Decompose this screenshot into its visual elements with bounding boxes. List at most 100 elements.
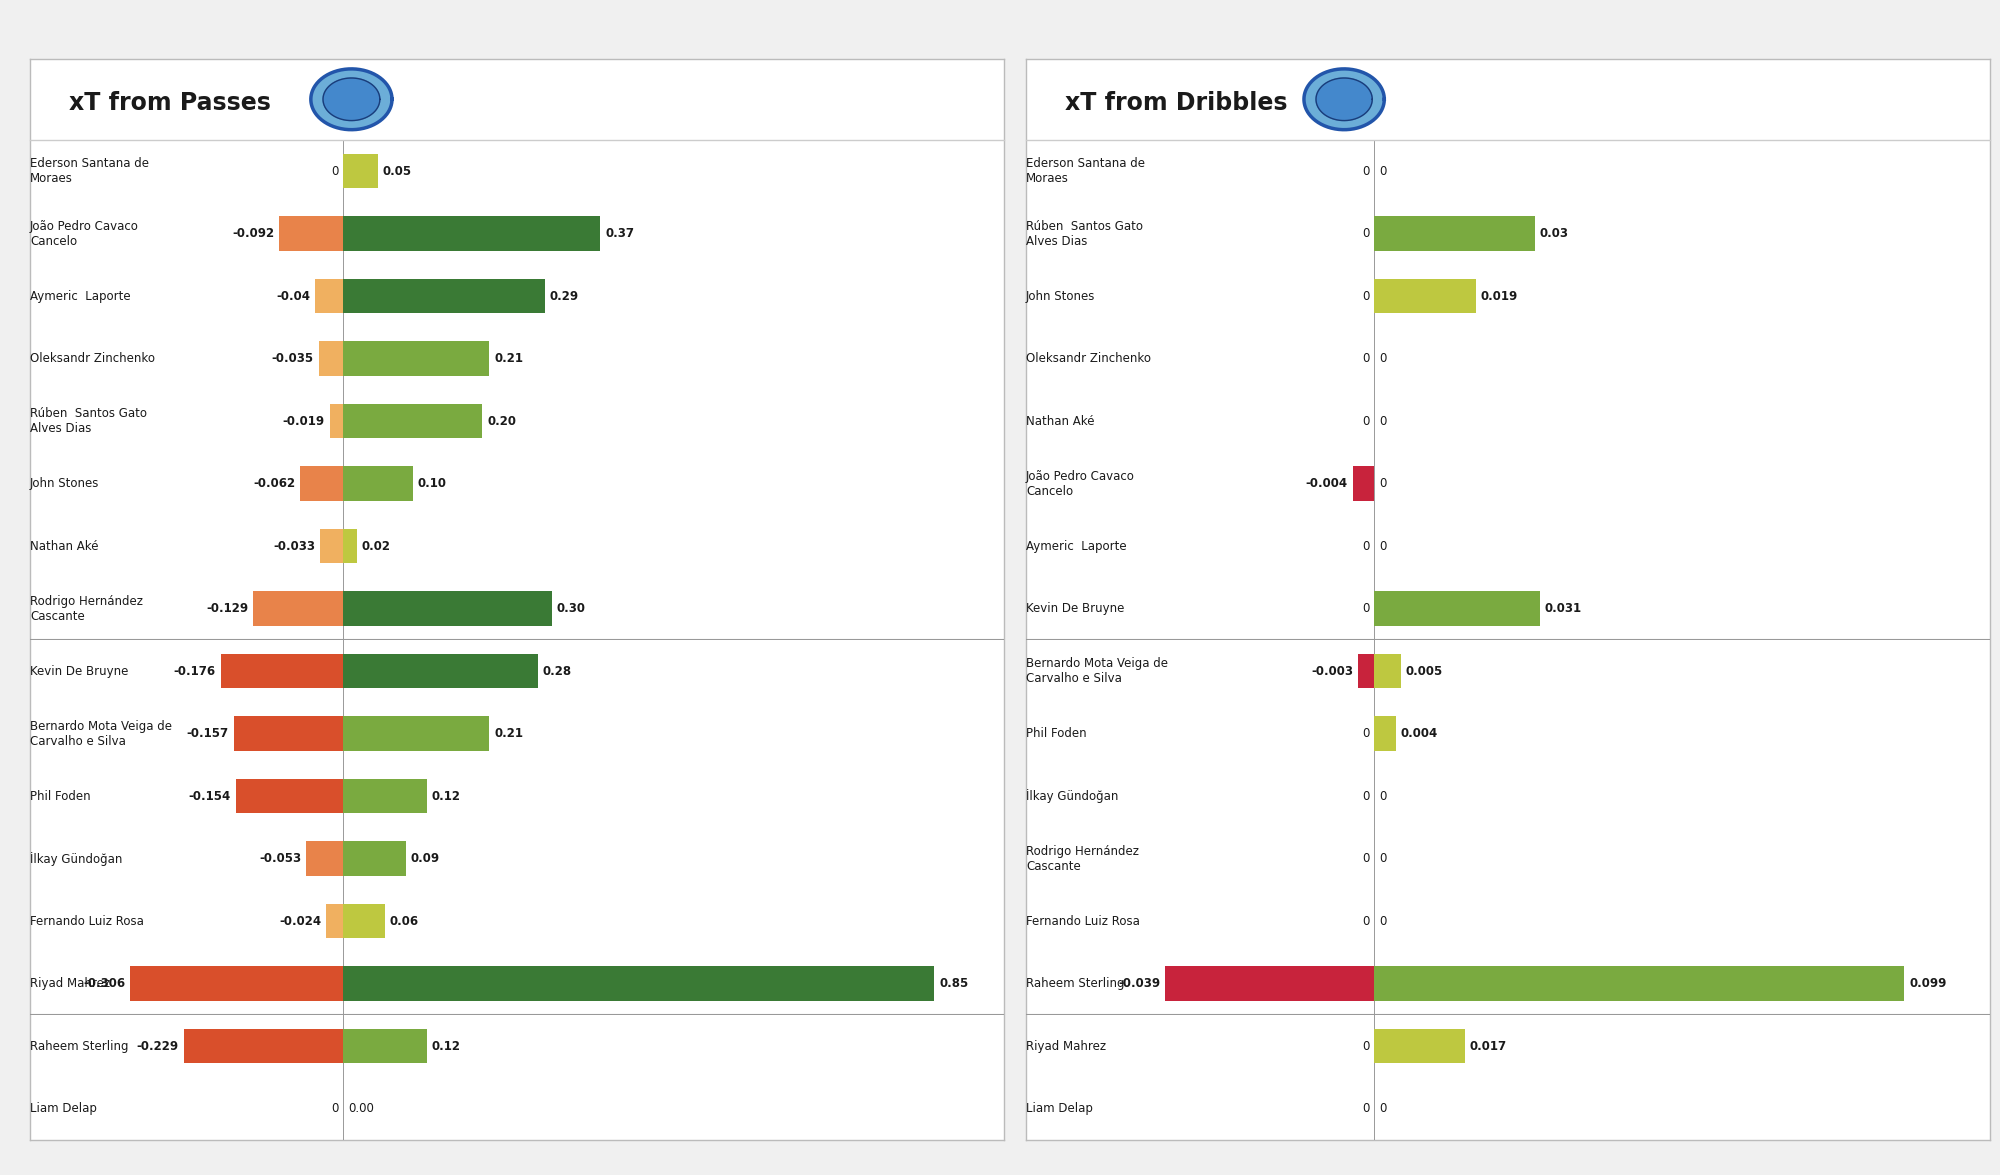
- Text: Phil Foden: Phil Foden: [30, 790, 90, 803]
- Text: -0.004: -0.004: [1306, 477, 1348, 490]
- Text: 0: 0: [1362, 415, 1370, 428]
- Text: 0.28: 0.28: [542, 665, 572, 678]
- Text: 0: 0: [330, 1102, 338, 1115]
- Text: 0: 0: [1362, 352, 1370, 365]
- Text: xT from Dribbles: xT from Dribbles: [1064, 92, 1288, 115]
- Bar: [316, 278, 344, 314]
- Text: 0.09: 0.09: [410, 852, 440, 865]
- Text: 0: 0: [1378, 165, 1386, 177]
- Text: -0.053: -0.053: [260, 852, 302, 865]
- Text: -0.092: -0.092: [232, 227, 274, 240]
- Bar: [344, 529, 356, 563]
- Text: 0.85: 0.85: [940, 976, 968, 991]
- Text: Liam Delap: Liam Delap: [1026, 1102, 1092, 1115]
- Text: Raheem Sterling: Raheem Sterling: [1026, 976, 1124, 991]
- Text: 0: 0: [1362, 790, 1370, 803]
- Text: 0.21: 0.21: [494, 727, 524, 740]
- Text: Phil Foden: Phil Foden: [1026, 727, 1086, 740]
- Text: -0.04: -0.04: [276, 289, 310, 303]
- Text: Bernardo Mota Veiga de
Carvalho e Silva: Bernardo Mota Veiga de Carvalho e Silva: [30, 719, 172, 747]
- Text: 0.00: 0.00: [348, 1102, 374, 1115]
- Text: 0.20: 0.20: [488, 415, 516, 428]
- Text: Rúben  Santos Gato
Alves Dias: Rúben Santos Gato Alves Dias: [30, 407, 148, 435]
- Text: Nathan Aké: Nathan Aké: [1026, 415, 1094, 428]
- Text: 0.019: 0.019: [1480, 289, 1518, 303]
- Text: 0.03: 0.03: [1540, 227, 1568, 240]
- Text: -0.039: -0.039: [1118, 976, 1160, 991]
- Text: -0.024: -0.024: [280, 914, 322, 927]
- Text: 0.29: 0.29: [550, 289, 578, 303]
- Text: 0: 0: [1378, 852, 1386, 865]
- Bar: [344, 779, 426, 813]
- Text: 0: 0: [1362, 1102, 1370, 1115]
- Bar: [330, 404, 344, 438]
- Text: 0.05: 0.05: [382, 165, 412, 177]
- Text: Ederson Santana de
Moraes: Ederson Santana de Moraes: [30, 157, 148, 186]
- Text: 0.02: 0.02: [362, 539, 390, 552]
- Text: -0.154: -0.154: [188, 790, 232, 803]
- Text: -0.062: -0.062: [252, 477, 296, 490]
- Bar: [344, 278, 544, 314]
- Text: 0: 0: [1378, 790, 1386, 803]
- Text: João Pedro Cavaco
Cancelo: João Pedro Cavaco Cancelo: [1026, 470, 1134, 497]
- Bar: [344, 216, 600, 250]
- Bar: [344, 154, 378, 188]
- Text: 0.06: 0.06: [390, 914, 418, 927]
- Text: -0.157: -0.157: [186, 727, 228, 740]
- Text: 0: 0: [1362, 227, 1370, 240]
- Text: 0.005: 0.005: [1406, 665, 1442, 678]
- Text: -0.019: -0.019: [282, 415, 324, 428]
- Bar: [344, 1029, 426, 1063]
- Text: 0.004: 0.004: [1400, 727, 1438, 740]
- Text: 0: 0: [330, 165, 338, 177]
- Bar: [326, 904, 344, 938]
- Bar: [236, 779, 344, 813]
- Bar: [1374, 591, 1540, 626]
- Bar: [1352, 466, 1374, 501]
- Bar: [1374, 278, 1476, 314]
- Text: Ederson Santana de
Moraes: Ederson Santana de Moraes: [1026, 157, 1144, 186]
- Bar: [306, 841, 344, 875]
- Bar: [280, 216, 344, 250]
- Text: 0: 0: [1378, 477, 1386, 490]
- Text: 0: 0: [1378, 914, 1386, 927]
- Bar: [300, 466, 344, 501]
- Text: 0: 0: [1362, 165, 1370, 177]
- Bar: [220, 653, 344, 689]
- Text: 0.12: 0.12: [432, 1040, 460, 1053]
- Bar: [320, 529, 344, 563]
- Bar: [1374, 717, 1396, 751]
- Text: 0: 0: [1362, 914, 1370, 927]
- Text: Kevin De Bruyne: Kevin De Bruyne: [30, 665, 128, 678]
- Text: Kevin De Bruyne: Kevin De Bruyne: [1026, 602, 1124, 615]
- Bar: [344, 342, 490, 376]
- Text: John Stones: John Stones: [30, 477, 100, 490]
- Text: -0.129: -0.129: [206, 602, 248, 615]
- Bar: [344, 841, 406, 875]
- Text: John Stones: John Stones: [1026, 289, 1096, 303]
- Bar: [344, 466, 412, 501]
- Text: Raheem Sterling: Raheem Sterling: [30, 1040, 128, 1053]
- Bar: [344, 653, 538, 689]
- Bar: [1166, 966, 1374, 1001]
- Text: -0.035: -0.035: [272, 352, 314, 365]
- Text: 0: 0: [1378, 352, 1386, 365]
- Text: Rúben  Santos Gato
Alves Dias: Rúben Santos Gato Alves Dias: [1026, 220, 1144, 248]
- Text: xT from Passes: xT from Passes: [68, 92, 270, 115]
- Text: 0: 0: [1362, 852, 1370, 865]
- Text: João Pedro Cavaco
Cancelo: João Pedro Cavaco Cancelo: [30, 220, 138, 248]
- Text: 0.031: 0.031: [1544, 602, 1582, 615]
- Text: -0.003: -0.003: [1312, 665, 1354, 678]
- Text: Riyad Mahrez: Riyad Mahrez: [30, 976, 110, 991]
- Text: 0: 0: [1362, 289, 1370, 303]
- Text: Fernando Luiz Rosa: Fernando Luiz Rosa: [30, 914, 144, 927]
- Text: Nathan Aké: Nathan Aké: [30, 539, 98, 552]
- Text: 0.017: 0.017: [1470, 1040, 1508, 1053]
- Text: 0: 0: [1378, 415, 1386, 428]
- Text: Riyad Mahrez: Riyad Mahrez: [1026, 1040, 1106, 1053]
- Text: 0: 0: [1362, 727, 1370, 740]
- Bar: [184, 1029, 344, 1063]
- Bar: [1374, 1029, 1466, 1063]
- Text: Fernando Luiz Rosa: Fernando Luiz Rosa: [1026, 914, 1140, 927]
- Text: Rodrigo Hernández
Cascante: Rodrigo Hernández Cascante: [1026, 845, 1140, 873]
